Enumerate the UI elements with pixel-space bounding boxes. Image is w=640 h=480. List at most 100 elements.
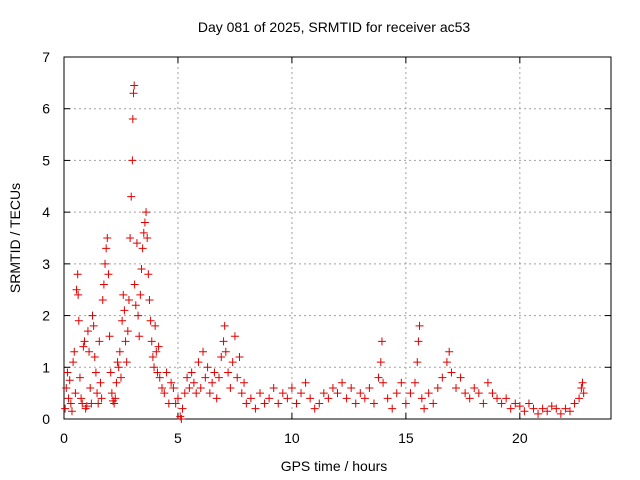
data-point [158, 383, 167, 392]
data-point [420, 404, 429, 413]
data-point [111, 394, 120, 403]
data-point [377, 337, 386, 346]
data-point [306, 394, 315, 403]
data-point [561, 404, 570, 413]
data-point [114, 363, 123, 372]
data-point [470, 383, 479, 392]
data-point [120, 306, 129, 315]
data-point [83, 327, 92, 336]
data-point [538, 404, 547, 413]
data-point [214, 373, 223, 382]
data-point [456, 373, 465, 382]
data-point [107, 389, 116, 398]
data-point [180, 389, 189, 398]
data-point [148, 352, 157, 361]
data-point [506, 404, 515, 413]
data-point [119, 290, 128, 299]
data-point [116, 373, 125, 382]
data-points [61, 81, 588, 423]
data-point [369, 399, 378, 408]
data-point [251, 404, 260, 413]
data-point [103, 234, 112, 242]
data-point [73, 270, 82, 279]
data-point [237, 389, 246, 398]
data-point [274, 399, 283, 408]
data-point [90, 352, 99, 361]
data-point [61, 404, 70, 413]
data-point [113, 358, 122, 367]
y-tick-label: 0 [42, 411, 50, 427]
data-point [383, 394, 392, 403]
data-point [406, 389, 415, 398]
data-point [72, 285, 81, 294]
x-tick-label: 20 [512, 430, 528, 446]
data-point [138, 244, 147, 253]
data-point [74, 316, 83, 325]
data-point [315, 399, 324, 408]
data-point [465, 394, 474, 403]
data-point [167, 378, 176, 387]
data-point [461, 389, 470, 398]
data-point [203, 363, 212, 372]
data-point [137, 265, 146, 274]
data-point [534, 409, 543, 418]
data-point [283, 394, 292, 403]
data-point [140, 218, 149, 227]
data-point [134, 311, 143, 320]
data-point [146, 316, 155, 325]
data-point [85, 347, 94, 356]
data-point [101, 259, 110, 268]
data-point [217, 352, 226, 361]
y-axis-ticks: 0 1 2 3 4 5 6 7 [42, 49, 611, 427]
data-point [429, 399, 438, 408]
data-point [502, 394, 511, 403]
data-point [123, 327, 132, 336]
data-point [413, 358, 422, 367]
data-point [256, 389, 265, 398]
data-point [128, 156, 137, 165]
data-point [132, 239, 141, 248]
data-point [221, 347, 230, 356]
data-point [493, 394, 502, 403]
data-point [104, 270, 113, 279]
data-point [356, 389, 365, 398]
x-tick-label: 0 [60, 430, 68, 446]
data-point [118, 316, 127, 325]
data-point [397, 378, 406, 387]
data-point [410, 378, 419, 387]
data-point [67, 407, 76, 416]
data-point [169, 383, 178, 392]
data-point [488, 389, 497, 398]
data-point [96, 378, 105, 387]
data-point [78, 399, 87, 408]
data-point [154, 342, 163, 351]
data-point [520, 407, 529, 416]
data-point [95, 337, 104, 346]
data-point [552, 404, 561, 413]
data-point [82, 402, 91, 411]
data-point [577, 383, 586, 392]
data-point [414, 337, 423, 346]
x-tick-label: 5 [174, 430, 182, 446]
chart-title: Day 081 of 2025, SRMTID for receiver ac5… [198, 19, 471, 35]
data-point [64, 394, 73, 403]
data-point [442, 358, 451, 367]
data-point [112, 378, 121, 387]
data-point [565, 407, 574, 416]
data-point [139, 228, 148, 237]
data-point [417, 394, 426, 403]
data-point [360, 394, 369, 403]
data-point [136, 290, 145, 299]
data-point [219, 337, 228, 346]
data-point [66, 399, 75, 408]
data-point [319, 389, 328, 398]
data-point [392, 389, 401, 398]
data-point [388, 404, 397, 413]
data-point [529, 404, 538, 413]
data-point [242, 399, 251, 408]
data-point [579, 389, 588, 398]
data-point [328, 383, 337, 392]
y-tick-label: 2 [42, 308, 50, 324]
data-point [192, 389, 201, 398]
